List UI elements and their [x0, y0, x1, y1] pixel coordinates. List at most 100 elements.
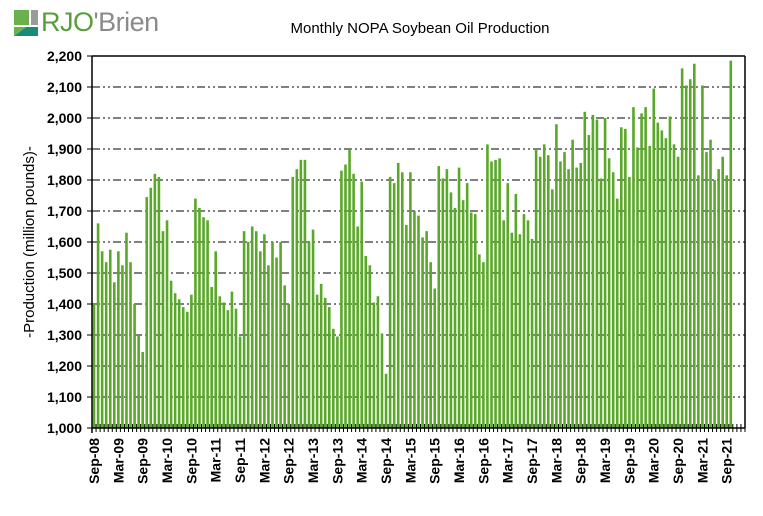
bar	[429, 262, 432, 428]
bar	[129, 262, 132, 428]
bar	[169, 280, 173, 428]
bar	[482, 262, 485, 428]
bar	[595, 119, 599, 429]
bar	[250, 226, 254, 428]
bar	[206, 220, 209, 428]
bar	[502, 220, 505, 428]
bar	[344, 164, 347, 428]
x-tick-label: Sep-09	[135, 438, 151, 484]
x-tick-label: Mar-13	[305, 438, 321, 483]
bar	[559, 161, 562, 428]
bar	[161, 231, 165, 428]
bar	[417, 215, 420, 428]
bar	[676, 156, 680, 428]
bar	[392, 183, 396, 428]
bar	[376, 296, 380, 428]
x-tick-label: Mar-11	[208, 438, 224, 483]
bar	[425, 231, 428, 428]
bar	[611, 172, 615, 428]
y-tick-label: 2,200	[47, 48, 82, 64]
bar	[177, 299, 181, 428]
y-tick-label: 1,900	[47, 141, 82, 157]
bar	[181, 307, 185, 428]
bar	[92, 304, 96, 428]
bar	[246, 242, 250, 428]
x-tick-label: Sep-20	[670, 438, 686, 484]
bar	[372, 302, 376, 428]
bar	[542, 144, 546, 428]
x-tick-label: Sep-08	[86, 438, 102, 484]
bar	[271, 242, 274, 428]
bar	[368, 265, 372, 428]
bar	[591, 114, 595, 429]
bar	[214, 251, 218, 428]
rjobrien-logo-mark-icon	[14, 10, 38, 36]
bar	[693, 63, 696, 428]
bar	[498, 158, 501, 429]
y-axis-label: -Production (million pounds)-	[21, 146, 38, 338]
bar	[648, 145, 651, 428]
y-tick-label: 1,600	[47, 234, 82, 250]
bar	[198, 207, 201, 428]
bar	[486, 144, 489, 428]
bar	[238, 336, 242, 428]
bar	[469, 212, 473, 428]
bar	[380, 333, 384, 428]
y-tick-label: 1,800	[47, 172, 82, 188]
bar	[315, 294, 319, 428]
x-tick-label: Mar-15	[402, 438, 418, 483]
x-tick-label: Sep-15	[427, 438, 443, 484]
bar	[352, 173, 355, 428]
bar	[563, 152, 566, 428]
bar	[125, 232, 128, 428]
bar	[275, 257, 278, 428]
bar	[133, 304, 136, 428]
bar	[652, 88, 656, 429]
bar	[336, 336, 339, 428]
bar	[583, 111, 587, 429]
bar	[421, 237, 424, 428]
bar	[295, 169, 299, 428]
bar	[644, 107, 647, 429]
bar	[400, 172, 404, 428]
bar	[226, 310, 230, 428]
x-tick-label: Mar-10	[159, 438, 175, 483]
y-tick-label: 1,500	[47, 265, 82, 281]
bar	[291, 176, 295, 428]
bar	[384, 373, 388, 428]
bar	[311, 229, 315, 428]
bar	[186, 311, 189, 428]
bar	[356, 226, 359, 428]
x-tick-labels: Sep-08 Mar-09 Sep-09 Mar-10 Sep-10 Mar-11 Sep-…	[86, 438, 735, 484]
bar	[514, 193, 518, 428]
bar	[526, 220, 530, 428]
bar	[522, 214, 526, 428]
bar	[364, 255, 368, 428]
bar	[307, 242, 311, 428]
bar	[340, 170, 343, 428]
bar	[230, 291, 234, 428]
bars	[92, 60, 733, 429]
bar	[165, 220, 169, 428]
bar	[267, 265, 270, 428]
chart-title: Monthly NOPA Soybean Oil Production	[290, 20, 549, 37]
x-tick-label: Mar-19	[597, 438, 613, 483]
bar	[104, 262, 108, 428]
bar	[96, 223, 100, 428]
bar	[396, 162, 400, 428]
y-tick-label: 1,400	[47, 296, 82, 312]
bar	[441, 178, 445, 428]
bar	[725, 175, 729, 428]
bar	[283, 285, 286, 428]
bar	[449, 192, 453, 428]
bar	[555, 124, 558, 428]
bar	[117, 251, 120, 428]
bar	[388, 176, 392, 428]
bar	[303, 159, 307, 428]
bar	[729, 60, 733, 429]
bar	[668, 116, 672, 428]
y-tick-label: 2,000	[47, 110, 82, 126]
bar	[141, 352, 144, 428]
bar	[721, 156, 724, 428]
